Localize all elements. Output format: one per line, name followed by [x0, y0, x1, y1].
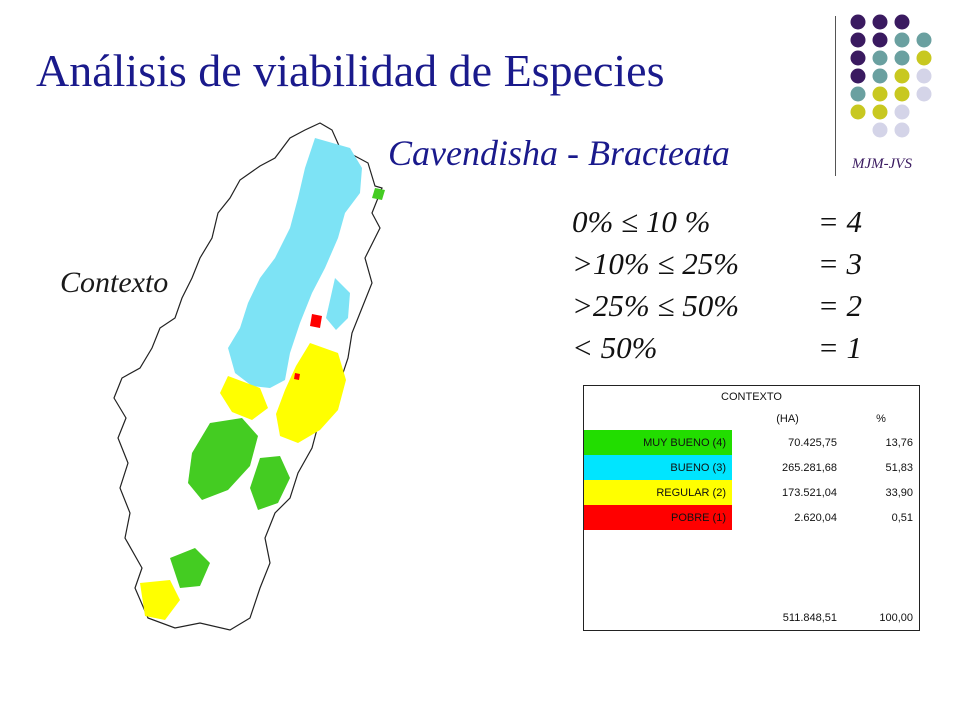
col-pct: %: [876, 413, 886, 425]
logo-dot: [850, 14, 866, 30]
row-pct: 33,90: [885, 486, 913, 499]
logo-dot: [850, 68, 866, 84]
logo-divider: [835, 16, 836, 176]
slide-title: Análisis de viabilidad de Especies: [36, 45, 665, 96]
row-label: POBRE (1): [583, 505, 732, 530]
logo-dot: [850, 86, 866, 102]
row-label: REGULAR (2): [583, 480, 732, 505]
criteria-row: < 50% = 1: [572, 330, 862, 365]
row-pct: 0,51: [891, 511, 913, 524]
logo-dot: [894, 32, 910, 48]
logo-dot: [850, 50, 866, 66]
row-ha: 265.281,68: [781, 461, 838, 474]
total-ha: 511.848,51: [782, 611, 838, 624]
row-label: BUENO (3): [583, 455, 732, 480]
logo-dot: [916, 32, 932, 48]
region-map: [113, 122, 385, 631]
area-muy-bueno: [170, 188, 385, 588]
logo-dot: [894, 104, 910, 120]
table-row: BUENO (3) 265.281,68 51,83: [583, 455, 920, 480]
row-ha: 70.425,75: [788, 436, 838, 449]
row-ha: 173.521,04: [781, 486, 838, 499]
logo-dot: [872, 32, 888, 48]
logo-dot: [872, 86, 888, 102]
criteria-list: 0% ≤ 10 % = 4 >10% ≤ 25% = 3 >25% ≤ 50% = 2…: [572, 204, 872, 372]
table-total-row: 511.848,51 100,00: [584, 605, 920, 631]
area-regular: [140, 343, 346, 620]
logo-text: MJM-JVS: [852, 156, 912, 172]
row-ha: 2.620,04: [794, 511, 838, 524]
table-header-row: CONTEXTO: [584, 386, 920, 409]
table-row: MUY BUENO (4) 70.425,75 13,76: [583, 430, 920, 455]
logo-dot: [850, 104, 866, 120]
logo-dot: [872, 68, 888, 84]
row-label: MUY BUENO (4): [583, 430, 732, 455]
row-pct: 13,76: [885, 436, 913, 449]
table-row: REGULAR (2) 173.521,04 33,90: [583, 480, 920, 505]
table-columns-row: (HA) %: [584, 408, 920, 430]
logo-dot: [894, 122, 910, 138]
logo-dot: [916, 68, 932, 84]
logo-dot: [916, 86, 932, 102]
logo-dot: [850, 32, 866, 48]
logo-dot: [916, 50, 932, 66]
table-header: CONTEXTO: [721, 391, 782, 403]
logo-dot: [894, 14, 910, 30]
total-pct: 100,00: [879, 611, 913, 624]
area-bueno: [228, 138, 362, 388]
logo-dots-icon: [850, 14, 932, 138]
species-subtitle: Cavendisha - Bracteata: [388, 133, 730, 173]
logo-dot: [872, 14, 888, 30]
logo-dot: [894, 68, 910, 84]
logo-dot: [894, 86, 910, 102]
table-row: POBRE (1) 2.620,04 0,51: [583, 505, 920, 530]
logo-dot: [872, 122, 888, 138]
criteria-row: >25% ≤ 50% = 2: [572, 288, 862, 323]
area-pobre: [294, 314, 322, 380]
logo-dot: [872, 104, 888, 120]
contexto-table: CONTEXTO (HA) % MUY BUENO (4) 70.425,75 …: [583, 385, 920, 631]
row-pct: 51,83: [885, 461, 913, 474]
criteria-row: >10% ≤ 25% = 3: [572, 246, 862, 281]
table-spacer-row: [584, 530, 920, 605]
criteria-row: 0% ≤ 10 % = 4: [572, 204, 862, 239]
map-label: Contexto: [60, 266, 169, 299]
col-ha: (HA): [776, 413, 799, 425]
logo-dot: [894, 50, 910, 66]
logo-dot: [872, 50, 888, 66]
